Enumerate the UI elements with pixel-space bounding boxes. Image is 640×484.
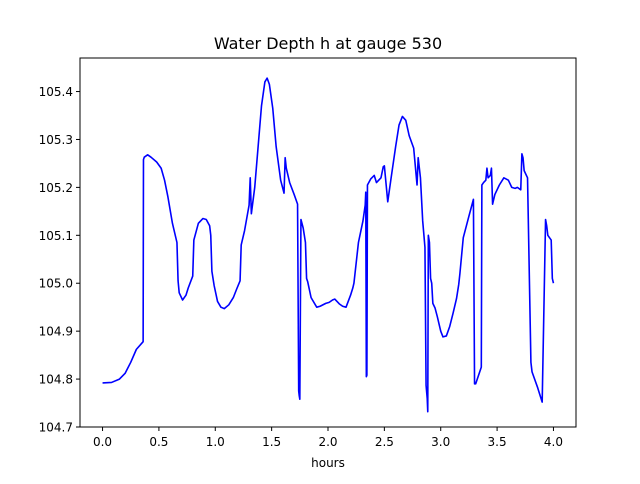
y-tick-label: 104.8 (39, 373, 73, 387)
x-tick-label: 3.0 (431, 435, 450, 449)
y-tick-label: 104.7 (39, 421, 73, 435)
chart-title: Water Depth h at gauge 530 (214, 34, 442, 53)
y-tick-label: 105.3 (39, 133, 73, 147)
y-tick-label: 105.0 (39, 277, 73, 291)
x-tick-label: 2.5 (375, 435, 394, 449)
x-tick-label: 0.5 (149, 435, 168, 449)
x-tick-label: 2.0 (318, 435, 337, 449)
y-tick-label: 105.4 (39, 85, 73, 99)
x-tick-label: 0.0 (93, 435, 112, 449)
x-tick-label: 4.0 (544, 435, 563, 449)
y-tick-label: 104.9 (39, 325, 73, 339)
x-tick-label: 1.5 (262, 435, 281, 449)
x-axis-label: hours (311, 456, 345, 470)
y-tick-label: 105.1 (39, 229, 73, 243)
plot-area: 0.0 0.5 1.0 1.5 2.0 2.5 3.0 3.5 4.0 104.7 104.8 104… (39, 57, 577, 449)
x-tick-label: 3.5 (488, 435, 507, 449)
x-tick-label: 1.0 (206, 435, 225, 449)
y-tick-label: 105.2 (39, 181, 73, 195)
series-line-0 (102, 77, 555, 413)
